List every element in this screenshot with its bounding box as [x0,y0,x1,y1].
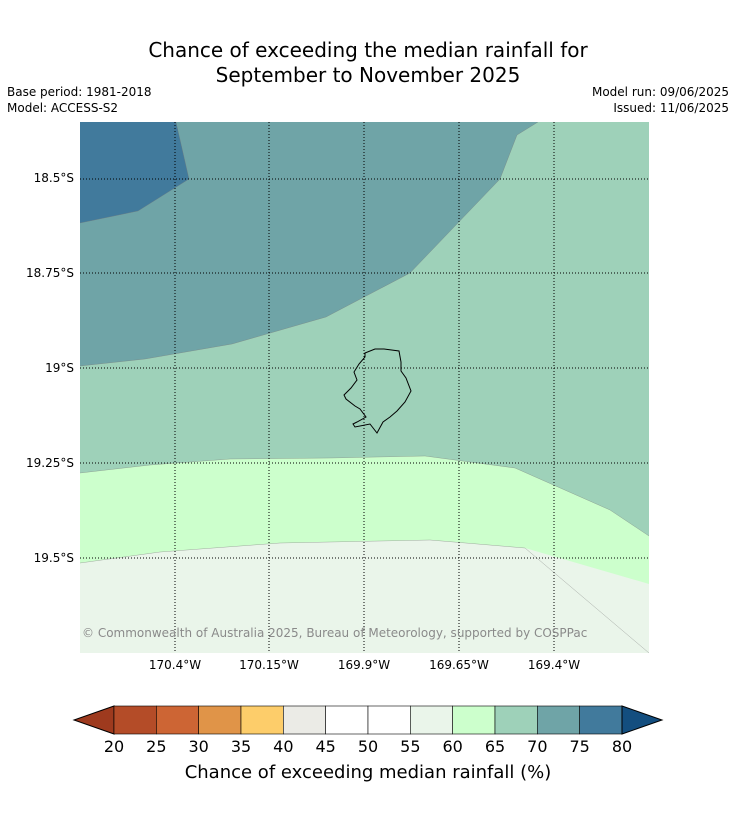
base-period-text: Base period: 1981-2018 [7,85,152,99]
colorbar-tick-80: 80 [611,737,633,756]
lat-label-19: 19°S [45,361,74,375]
colorbar-tick-65: 65 [484,737,506,756]
lat-label-18-75: 18.75°S [26,266,74,280]
colorbar-segment-55-60 [410,705,453,735]
colorbar-extend-high [621,705,664,735]
copyright-text: © Commonwealth of Australia 2025, Bureau… [82,626,588,640]
graticule [80,122,649,653]
issued-text: Issued: 11/06/2025 [613,101,729,115]
contour-edges [80,122,649,653]
lon-label-169-65: 169.65°W [429,658,489,672]
colorbar-tick-60: 60 [442,737,463,756]
colorbar-extend-low [72,705,115,735]
title-line-2: September to November 2025 [215,63,521,87]
colorbar-segment-40-45 [283,705,326,735]
colorbar-tick-70: 70 [527,737,548,756]
colorbar-segment-25-30 [156,705,199,735]
colorbar-segment-20-25 [113,705,157,735]
lon-label-170-4: 170.4°W [148,658,202,672]
model-run-text: Model run: 09/06/2025 [591,85,729,99]
colorbar-segment-35-40 [240,705,284,735]
colorbar-tick-55: 55 [400,737,421,756]
island-coastline [343,348,412,434]
band-70-75 [80,122,538,366]
colorbar-segment-65-70 [494,705,538,735]
colorbar-segment-30-35 [198,705,242,735]
colorbar-tick-50: 50 [357,737,379,756]
colorbar-title: Chance of exceeding median rainfall (%) [184,762,552,783]
map-title: Chance of exceeding the median rainfall … [0,38,736,88]
colorbar-tick-25: 25 [146,737,167,756]
colorbar-tick-35: 35 [230,737,252,756]
title-line-1: Chance of exceeding the median rainfall … [148,38,588,62]
lon-label-169-4: 169.4°W [527,658,581,672]
colorbar-tick-45: 45 [315,737,336,756]
model-text: Model: ACCESS-S2 [7,101,119,115]
colorbar-segment-45-50 [325,705,369,735]
colorbar-segment-75-80 [579,705,623,735]
meta-left: Base period: 1981-2018 Model: ACCESS-S2 [7,84,152,116]
colorbar [72,705,664,735]
lat-label-18-5: 18.5°S [33,171,74,185]
meta-right: Model run: 09/06/2025 Issued: 11/06/2025 [592,84,729,116]
lat-label-19-5: 19.5°S [33,551,74,565]
lat-label-19-25: 19.25°S [26,456,74,470]
colorbar-tick-30: 30 [188,737,209,756]
colorbar-tick-75: 75 [569,737,590,756]
colorbar-tick-40: 40 [273,737,294,756]
colorbar-segment-60-65 [452,705,496,735]
lon-label-169-9: 169.9°W [337,658,391,672]
colorbar-tick-20: 20 [103,737,125,756]
rainfall-map [80,122,649,653]
colorbar-segment-50-55 [367,705,411,735]
lon-label-170-15: 170.15°W [239,658,299,672]
band-75-80 [80,122,189,223]
colorbar-segment-70-75 [537,705,580,735]
